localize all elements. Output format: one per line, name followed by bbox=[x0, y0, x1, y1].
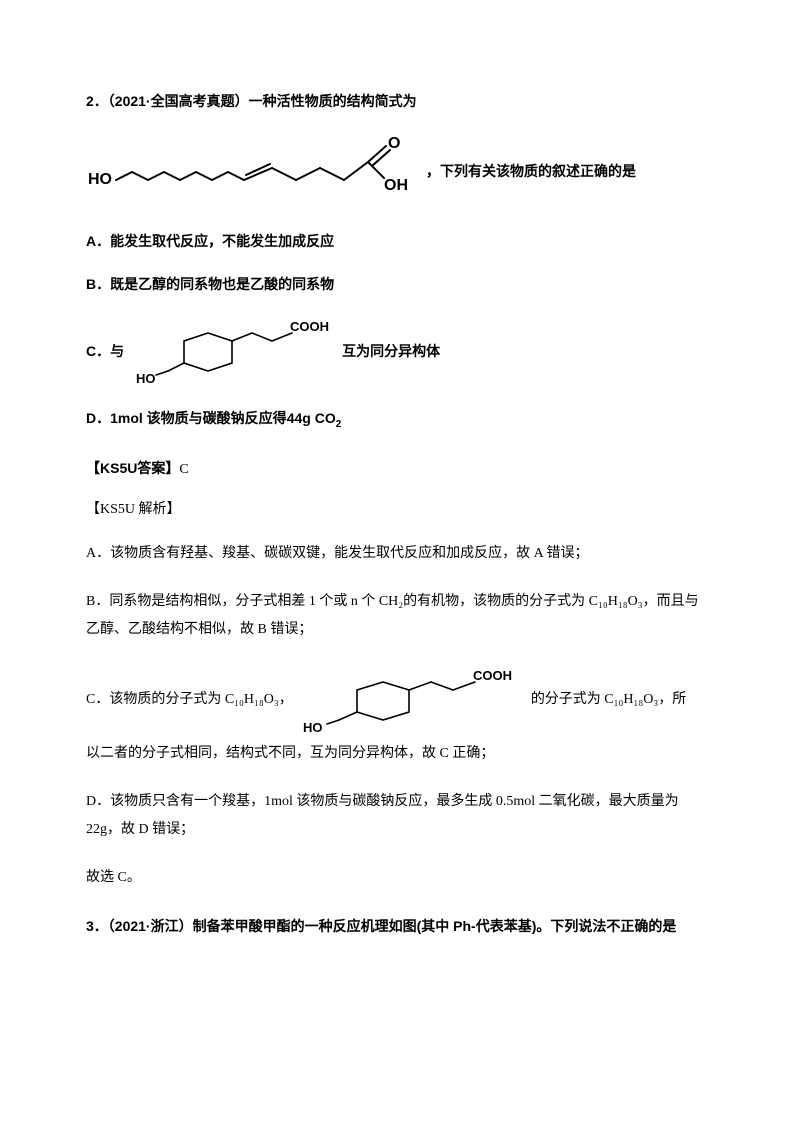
molecule-c2-icon: HO COOH bbox=[297, 664, 527, 736]
q2-option-d: D．1mol 该物质与碳酸钠反应得44g CO2 bbox=[86, 407, 708, 433]
explain-b: B．同系物是结构相似，分子式相差 1 个或 n 个 CH₂的有机物，该物质的分子… bbox=[86, 588, 708, 644]
q2-d-sub: 2 bbox=[336, 419, 342, 430]
q2-option-c-row: C．与 HO COOH 互为同分异构体 bbox=[86, 315, 708, 387]
molecule-c-icon: HO COOH bbox=[128, 315, 338, 387]
q3-header: 3．（2021·浙江）制备苯甲酸甲酯的一种反应机理如图(其中 Ph-代表苯基)。… bbox=[86, 912, 708, 940]
explain-c-prefix: C．该物质的分子式为 C₁₀H₁₈O₃， bbox=[86, 689, 293, 711]
explain-c-row2: 以二者的分子式相同，结构式不同，互为同分异构体，故 C 正确； bbox=[86, 740, 708, 768]
explain-c-suffix: 的分子式为 C₁₀H₁₈O₃，所 bbox=[531, 689, 686, 711]
svg-text:O: O bbox=[388, 135, 400, 152]
answer-label: 【KS5U答案】 bbox=[86, 460, 179, 476]
q2-structure-row: HO O OH ，下列有关该物质的叙述正确的是 bbox=[86, 132, 708, 210]
answer-value: C bbox=[179, 462, 188, 477]
svg-text:COOH: COOH bbox=[290, 319, 329, 334]
molecule-main-icon: HO O OH bbox=[86, 132, 426, 210]
q2-tail-text: ，下列有关该物质的叙述正确的是 bbox=[426, 160, 636, 182]
q2-option-b: B．既是乙醇的同系物也是乙酸的同系物 bbox=[86, 273, 708, 295]
explain-label: 【KS5U 解析】 bbox=[86, 499, 708, 521]
q2-option-c-suffix: 互为同分异构体 bbox=[342, 340, 440, 362]
svg-text:HO: HO bbox=[88, 171, 112, 188]
q2-header: 2．（2021·全国高考真题）一种活性物质的结构简式为 bbox=[86, 90, 708, 112]
q2-d-prefix: D．1mol 该物质与碳酸钠反应得 bbox=[86, 410, 287, 426]
q2-d-mass: 44g bbox=[287, 410, 311, 426]
explain-d: D．该物质只含有一个羧基，1mol 该物质与碳酸钠反应，最多生成 0.5mol … bbox=[86, 788, 708, 844]
q2-option-c-prefix: C．与 bbox=[86, 340, 124, 362]
conclusion: 故选 C。 bbox=[86, 864, 708, 892]
explain-c-row1: C．该物质的分子式为 C₁₀H₁₈O₃， HO COOH 的分子式为 C₁₀H₁… bbox=[86, 664, 708, 736]
q2-d-co2: CO bbox=[311, 410, 336, 426]
svg-text:HO: HO bbox=[303, 720, 323, 735]
q2-option-a: A．能发生取代反应，不能发生加成反应 bbox=[86, 230, 708, 252]
svg-text:HO: HO bbox=[136, 371, 156, 386]
explain-a: A．该物质含有羟基、羧基、碳碳双键，能发生取代反应和加成反应，故 A 错误； bbox=[86, 540, 708, 568]
answer-row: 【KS5U答案】C bbox=[86, 457, 708, 481]
svg-text:COOH: COOH bbox=[473, 668, 512, 683]
svg-text:OH: OH bbox=[384, 177, 408, 194]
